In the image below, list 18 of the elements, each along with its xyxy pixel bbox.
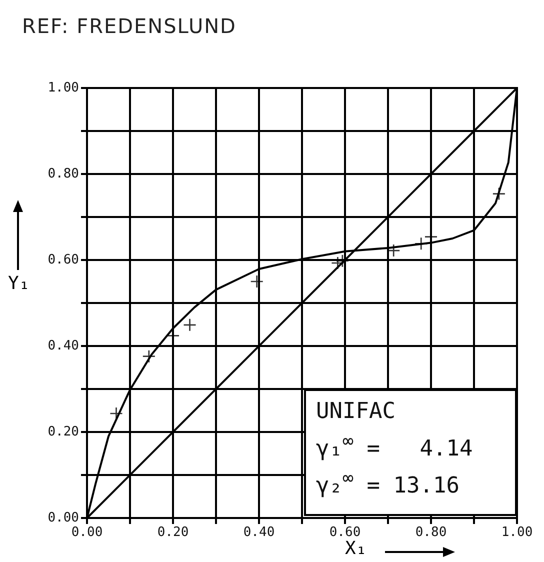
x-tick-label: 0.60 xyxy=(329,525,361,540)
annotation: UNIFAC xyxy=(316,398,396,426)
y-tick-label: 0.40 xyxy=(48,338,79,354)
y-tick-label: 0.20 xyxy=(48,424,79,440)
chart-title: REF: FREDENSLUND xyxy=(22,14,236,38)
x-tick-label: 0.00 xyxy=(71,525,103,540)
y-tick-label: 0.60 xyxy=(48,252,79,268)
y-tick-label: 1.00 xyxy=(48,80,79,96)
x-tick-label: 0.80 xyxy=(415,525,447,540)
annotation: γ₁$^{∞}$ = 4.14 xyxy=(316,430,474,464)
annotation: γ₂$^{∞}$ = 13.16 xyxy=(316,467,461,501)
y-tick-label: 0.00 xyxy=(48,510,79,526)
x-tick-label: 1.00 xyxy=(501,525,533,540)
x-axis-title: X₁ xyxy=(345,538,367,559)
y-tick-label: 0.80 xyxy=(48,166,79,182)
y-axis-title: Y₁ xyxy=(8,272,30,294)
x-tick-label: 0.40 xyxy=(243,525,275,540)
x-tick-label: 0.20 xyxy=(157,525,189,540)
